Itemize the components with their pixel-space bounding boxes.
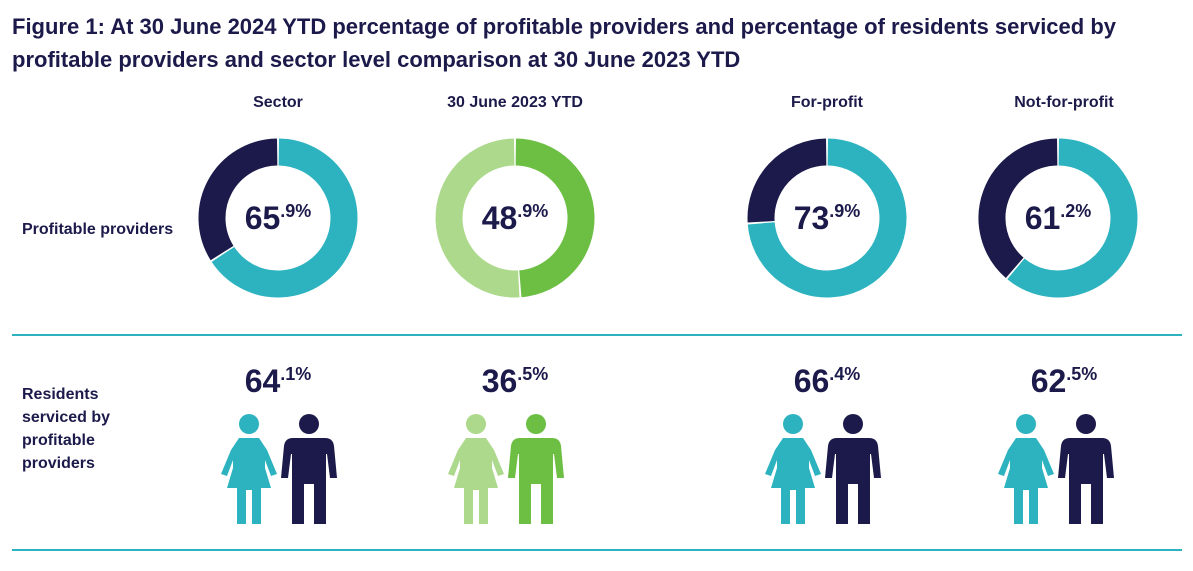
residents-value-not-for-profit: 62.5%	[1030, 363, 1098, 399]
donut-slice-other-2023-ytd	[435, 138, 520, 298]
residents-value-2023-ytd: 36.5%	[481, 363, 549, 399]
residents-value-sector: 64.1%	[244, 363, 312, 399]
donut-for-profit: 73.9%	[743, 134, 911, 302]
donut-slice-profitable-for-profit	[747, 138, 907, 298]
donut-value-sector: 65.9%	[244, 199, 312, 236]
people-icons-for-profit	[763, 412, 883, 524]
divider-middle	[12, 334, 1182, 336]
woman-icon	[998, 414, 1054, 524]
column-header-sector: Sector	[253, 94, 303, 111]
donut-slice-other-not-for-profit	[978, 138, 1058, 278]
donut-slice-profitable-sector	[211, 138, 358, 298]
column-header-2023-ytd: 30 June 2023 YTD	[447, 94, 583, 111]
woman-icon	[765, 414, 821, 524]
divider-bottom	[12, 549, 1182, 551]
donut-sector: 65.9%	[194, 134, 362, 302]
man-icon	[1058, 414, 1114, 524]
woman-icon	[448, 414, 504, 524]
woman-icon	[221, 414, 277, 524]
row-label-profitable-providers: Profitable providers	[22, 221, 174, 238]
donut-slice-other-sector	[198, 138, 278, 261]
man-icon	[825, 414, 881, 524]
donut-2023-ytd: 48.9%	[431, 134, 599, 302]
residents-value-for-profit: 66.4%	[793, 363, 861, 399]
figure-title: Figure 1: At 30 June 2024 YTD percentage…	[12, 14, 1117, 72]
column-header-for-profit: For-profit	[791, 94, 863, 111]
people-icons-not-for-profit	[996, 412, 1116, 524]
man-icon	[281, 414, 337, 524]
donut-slice-profitable-not-for-profit	[1007, 138, 1138, 298]
donut-slice-other-for-profit	[747, 138, 827, 223]
donut-value-for-profit: 73.9%	[793, 199, 861, 236]
column-header-not-for-profit: Not-for-profit	[1014, 94, 1114, 111]
row-label-residents: Residents serviced by profitable provide…	[22, 386, 111, 472]
people-icons-sector	[219, 412, 339, 524]
donut-value-2023-ytd: 48.9%	[481, 199, 549, 236]
people-icons-2023-ytd	[446, 412, 566, 524]
man-icon	[508, 414, 564, 524]
donut-slice-profitable-2023-ytd	[515, 138, 595, 298]
donut-value-not-for-profit: 61.2%	[1024, 199, 1092, 236]
donut-not-for-profit: 61.2%	[974, 134, 1142, 302]
